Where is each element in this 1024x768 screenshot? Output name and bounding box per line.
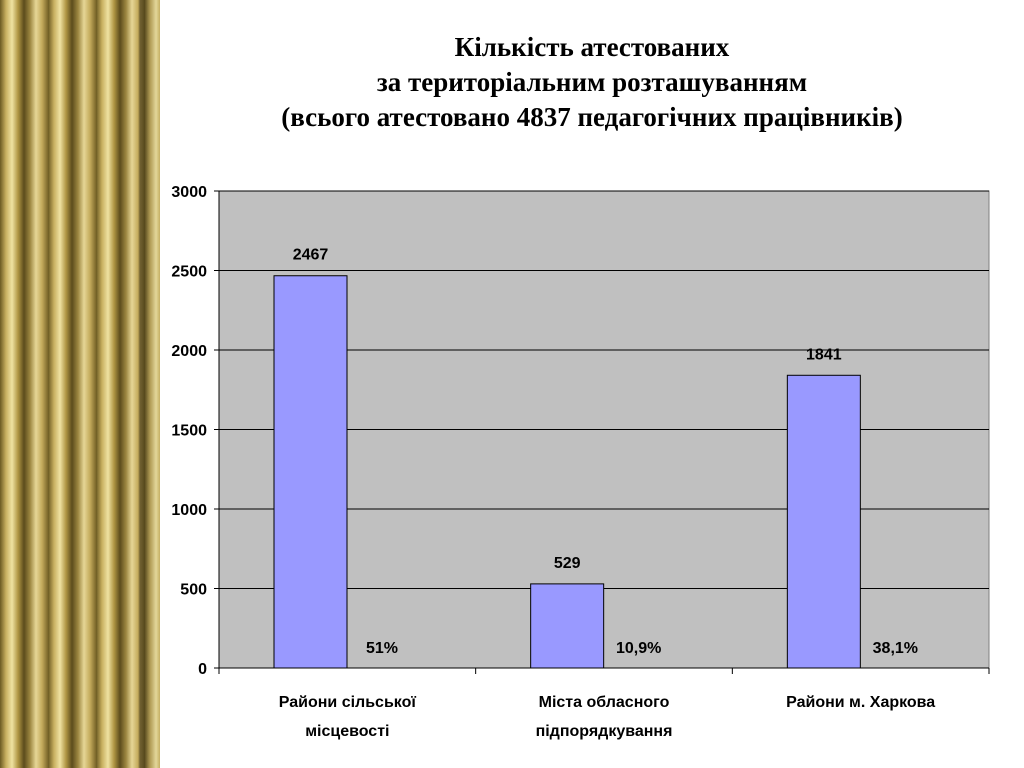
bars — [273, 275, 861, 669]
y-axis-ticks: 0 500 1000 1500 2000 2500 3000 — [171, 184, 219, 678]
title-line-3: (всього атестовано 4837 педагогічних пра… — [281, 102, 903, 133]
y-tick-label: 0 — [198, 661, 207, 678]
data-labels: 2467 51% 529 10,9% 1841 38,1% — [293, 247, 918, 657]
title-line-1: Кількість атестованих — [454, 32, 730, 62]
category-label: підпорядкування — [536, 723, 673, 740]
y-tick-label: 1500 — [171, 423, 207, 440]
value-label: 2467 — [293, 247, 329, 264]
y-tick-label: 3000 — [171, 184, 207, 201]
percent-label: 38,1% — [873, 640, 918, 657]
category-label: Міста обласного — [539, 694, 670, 711]
bar — [786, 374, 861, 669]
x-axis-categories: Райони сільської місцевості Міста обласног… — [279, 694, 936, 740]
category-label: Райони м. Харкова — [786, 694, 935, 711]
title-line-2: за територіальним розташуванням — [376, 67, 808, 98]
bar — [273, 275, 348, 669]
percent-label: 10,9% — [616, 640, 661, 657]
value-label: 529 — [554, 555, 581, 572]
y-tick-label: 500 — [180, 582, 207, 599]
bar — [530, 583, 605, 669]
percent-label: 51% — [366, 640, 398, 657]
decorative-gold-border — [0, 0, 160, 768]
slide-title: Кількість атестованих за територіальним … — [160, 30, 1024, 135]
category-label: місцевості — [305, 723, 389, 740]
y-tick-label: 1000 — [171, 502, 207, 519]
y-tick-label: 2500 — [171, 264, 207, 281]
y-tick-label: 2000 — [171, 343, 207, 360]
category-label: Райони сільської — [279, 694, 417, 711]
value-label: 1841 — [806, 346, 842, 363]
